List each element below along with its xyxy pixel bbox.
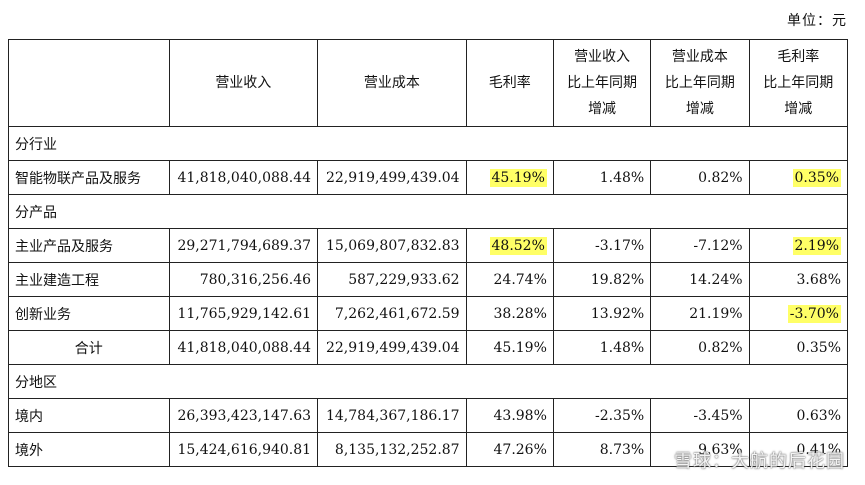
cell-margin: 45.19% <box>465 160 554 195</box>
row-label: 主业建造工程 <box>8 262 170 297</box>
row-label: 创新业务 <box>8 296 170 331</box>
cell-rev-change: 13.92% <box>552 296 652 331</box>
table-row: 境内 26,393,423,147.63 14,784,367,186.17 43.9… <box>8 398 849 433</box>
cell-margin-change: 0.35% <box>748 330 849 365</box>
cell-revenue: 26,393,423,147.63 <box>168 398 319 433</box>
section-row: 分产品 <box>8 194 848 229</box>
cell-rev-change: 19.82% <box>552 262 652 297</box>
cell-revenue: 41,818,040,088.44 <box>168 330 319 365</box>
cell-margin: 45.19% <box>465 330 554 365</box>
cell-margin: 38.28% <box>465 296 554 331</box>
column-header: 营业成本 <box>317 39 467 127</box>
cell-cost: 14,784,367,186.17 <box>317 398 467 433</box>
highlighted-value: 45.19% <box>489 168 547 187</box>
row-label: 境内 <box>8 398 170 433</box>
cell-revenue: 41,818,040,088.44 <box>168 160 319 195</box>
section-row: 分行业 <box>8 126 848 161</box>
table-row: 主业产品及服务 29,271,794,689.37 15,069,807,832.8… <box>8 228 849 263</box>
cell-revenue: 780,316,256.46 <box>168 262 319 297</box>
column-header <box>8 39 170 127</box>
cell-margin-change: 2.19% <box>748 228 849 263</box>
highlighted-value: 2.19% <box>792 236 841 255</box>
cell-margin: 43.98% <box>465 398 554 433</box>
table-row: 智能物联产品及服务 41,818,040,088.44 22,919,499,439… <box>8 160 849 195</box>
cell-cost: 15,069,807,832.83 <box>317 228 467 263</box>
cell-cost-change: 21.19% <box>650 296 750 331</box>
table-row: 境外 15,424,616,940.81 8,135,132,252.87 47.26… <box>8 432 849 467</box>
cell-cost: 22,919,499,439.04 <box>317 160 467 195</box>
unit-label: 单位：元 <box>787 13 847 29</box>
cell-rev-change: -2.35% <box>552 398 652 433</box>
section-title: 分行业 <box>8 126 848 161</box>
cell-cost: 7,262,461,672.59 <box>317 296 467 331</box>
cell-margin-change: 0.63% <box>748 398 849 433</box>
section-row: 分地区 <box>8 364 848 399</box>
cell-revenue: 29,271,794,689.37 <box>168 228 319 263</box>
column-header: 毛利率 <box>465 39 554 127</box>
highlighted-value: -3.70% <box>787 304 841 323</box>
section-title: 分地区 <box>8 364 848 399</box>
cell-margin-change: 0.35% <box>748 160 849 195</box>
highlighted-value: 0.35% <box>792 168 841 187</box>
cell-margin: 24.74% <box>465 262 554 297</box>
cell-margin: 47.26% <box>465 432 554 467</box>
cell-cost: 8,135,132,252.87 <box>317 432 467 467</box>
cell-cost-change: -3.45% <box>650 398 750 433</box>
cell-cost-change: 14.24% <box>650 262 750 297</box>
cell-cost-change: 0.82% <box>650 330 750 365</box>
header-row: 营业收入 营业成本 毛利率 营业收入 比上年同期 增减 营业成本 比上年同期 增减 毛利率 比上年同… <box>8 39 849 127</box>
cell-margin-change: -3.70% <box>748 296 849 331</box>
cell-margin-change: 0.41% <box>748 432 849 467</box>
row-label: 主业产品及服务 <box>8 228 170 263</box>
table-body: 分行业 智能物联产品及服务 41,818,040,088.44 22,919,499,… <box>8 126 849 467</box>
cell-cost: 587,229,933.62 <box>317 262 467 297</box>
cell-cost-change: 0.82% <box>650 160 750 195</box>
financial-table: 营业收入 营业成本 毛利率 营业收入 比上年同期 增减 营业成本 比上年同期 增减 毛利率 比上年同… <box>8 39 849 467</box>
cell-margin-change: 3.68% <box>748 262 849 297</box>
row-label: 合计 <box>8 330 170 365</box>
row-label: 智能物联产品及服务 <box>8 160 170 195</box>
cell-rev-change: 8.73% <box>552 432 652 467</box>
cell-rev-change: 1.48% <box>552 160 652 195</box>
column-header: 毛利率 比上年同期 增减 <box>748 39 849 127</box>
cell-rev-change: 1.48% <box>552 330 652 365</box>
cell-margin: 48.52% <box>465 228 554 263</box>
table-row: 创新业务 11,765,929,142.61 7,262,461,672.59 38.… <box>8 296 849 331</box>
table-row: 主业建造工程 780,316,256.46 587,229,933.62 24.74%… <box>8 262 849 297</box>
column-header: 营业收入 比上年同期 增减 <box>552 39 652 127</box>
cell-revenue: 15,424,616,940.81 <box>168 432 319 467</box>
cell-rev-change: -3.17% <box>552 228 652 263</box>
cell-cost: 22,919,499,439.04 <box>317 330 467 365</box>
column-header: 营业成本 比上年同期 增减 <box>650 39 750 127</box>
cell-revenue: 11,765,929,142.61 <box>168 296 319 331</box>
cell-cost-change: -7.12% <box>650 228 750 263</box>
section-title: 分产品 <box>8 194 848 229</box>
highlighted-value: 48.52% <box>489 236 547 255</box>
row-label: 境外 <box>8 432 170 467</box>
watermark: 雪球：大航的后花园 <box>674 451 845 472</box>
column-header: 营业收入 <box>168 39 319 127</box>
table-row: 合计 41,818,040,088.44 22,919,499,439.04 45.1… <box>8 330 849 365</box>
